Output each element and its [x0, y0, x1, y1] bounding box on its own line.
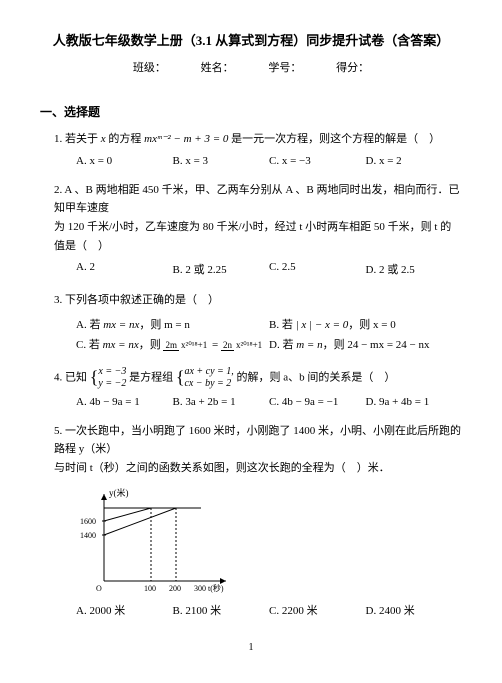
opt-4b: B. 3a + 2b = 1: [173, 396, 270, 408]
opt-1c: C. x = −3: [269, 155, 366, 167]
question-2: 2. A 、B 两地相距 450 千米，甲、乙两车分别从 A 、B 两地同时出发…: [54, 181, 462, 256]
field-id: 学号：: [268, 62, 301, 74]
opt-5c: C. 2200 米: [269, 602, 366, 618]
header-fields: 班级： 姓名： 学号： 得分：: [40, 59, 462, 75]
opt-3a: A. 若 mx = nx，则 m = n: [76, 316, 269, 336]
opt-3b: B. 若 | x | − x = 0，则 x = 0: [269, 316, 462, 336]
svg-text:200: 200: [169, 584, 181, 593]
q5-graph: y(米) 1600 1400 O 100 200 300 t(秒): [76, 486, 462, 596]
opt-5a: A. 2000 米: [76, 602, 173, 618]
field-class: 班级：: [133, 62, 166, 74]
opt-3c: C. 若 mx = nx，则 2mx²⁰¹⁸+1 = 2nx²⁰¹⁸+1: [76, 336, 269, 356]
svg-text:1400: 1400: [80, 531, 96, 540]
svg-text:100: 100: [144, 584, 156, 593]
field-score: 得分：: [336, 62, 369, 74]
opt-1a: A. x = 0: [76, 155, 173, 167]
opt-4d: D. 9a + 4b = 1: [366, 396, 463, 408]
options-2: A. 2 B. 2 或 2.25 C. 2.5 D. 2 或 2.5: [76, 261, 462, 277]
question-3: 3. 下列各项中叙述正确的是（ ）: [54, 291, 462, 310]
opt-2d: D. 2 或 2.5: [366, 261, 463, 277]
opt-4c: C. 4b − 9a = −1: [269, 396, 366, 408]
opt-2b: B. 2 或 2.25: [173, 261, 270, 277]
options-3: A. 若 mx = nx，则 m = n B. 若 | x | − x = 0，…: [76, 316, 462, 356]
question-4: 4. 已知 {x = −3y = −2 是方程组 {ax + cy = 1,cx…: [54, 366, 462, 390]
options-4: A. 4b − 9a = 1 B. 3a + 2b = 1 C. 4b − 9a…: [76, 396, 462, 408]
opt-5d: D. 2400 米: [366, 602, 463, 618]
title: 人教版七年级数学上册（3.1 从算式到方程）同步提升试卷（含答案）: [40, 30, 462, 49]
page-number: 1: [40, 642, 462, 653]
question-5: 5. 一次长跑中，当小明跑了 1600 米时，小刚跑了 1400 米，小明、小刚…: [54, 422, 462, 478]
opt-2a: A. 2: [76, 261, 173, 277]
svg-text:O: O: [96, 584, 102, 593]
field-name: 姓名：: [201, 62, 234, 74]
opt-1b: B. x = 3: [173, 155, 270, 167]
opt-2c: C. 2.5: [269, 261, 366, 277]
svg-text:1600: 1600: [80, 517, 96, 526]
svg-text:300 t(秒): 300 t(秒): [194, 583, 224, 593]
svg-text:y(米): y(米): [109, 487, 129, 498]
opt-5b: B. 2100 米: [173, 602, 270, 618]
options-5: A. 2000 米 B. 2100 米 C. 2200 米 D. 2400 米: [76, 602, 462, 618]
section-title: 一、选择题: [40, 103, 462, 120]
options-1: A. x = 0 B. x = 3 C. x = −3 D. x = 2: [76, 155, 462, 167]
opt-4a: A. 4b − 9a = 1: [76, 396, 173, 408]
opt-1d: D. x = 2: [366, 155, 463, 167]
question-1: 1. 若关于 x 的方程 mxᵐ⁻² − m + 3 = 0 是一元一次方程，则…: [54, 130, 462, 149]
opt-3d: D. 若 m = n，则 24 − mx = 24 − nx: [269, 336, 462, 356]
